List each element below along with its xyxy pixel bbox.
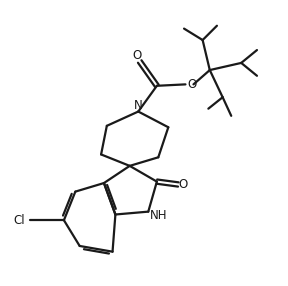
Text: NH: NH <box>149 209 167 223</box>
Text: O: O <box>133 49 142 62</box>
Text: N: N <box>134 99 143 112</box>
Text: O: O <box>187 78 196 91</box>
Text: Cl: Cl <box>14 214 25 227</box>
Text: O: O <box>179 178 188 191</box>
